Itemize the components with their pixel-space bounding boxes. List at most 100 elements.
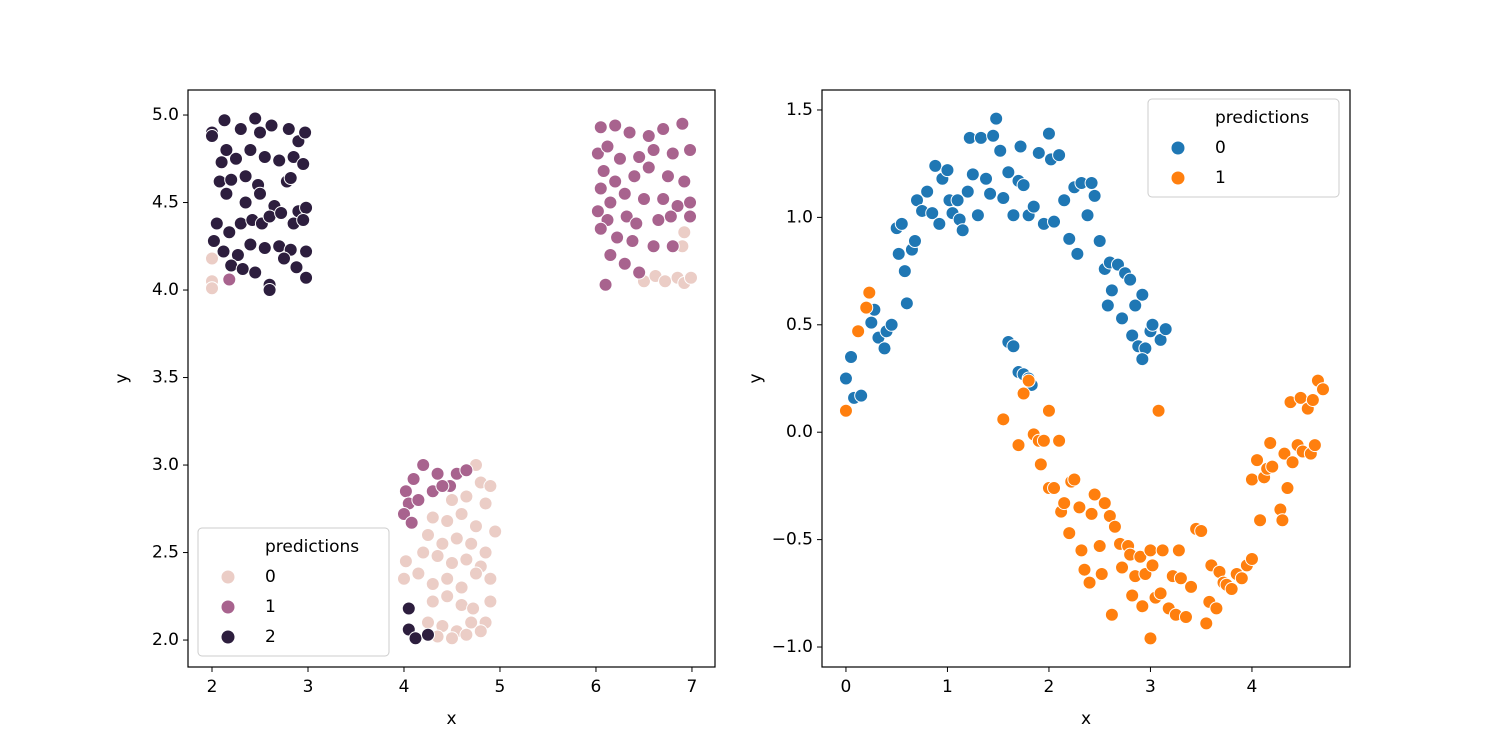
y-tick-label: 4.0: [152, 280, 179, 300]
data-point: [274, 206, 289, 221]
data-point: [216, 244, 231, 259]
data-point: [411, 493, 426, 508]
data-point: [396, 571, 411, 586]
data-point: [401, 601, 416, 616]
data-point: [1036, 433, 1051, 448]
data-point: [1145, 558, 1160, 573]
axes-frame: [187, 89, 716, 668]
data-point: [603, 195, 618, 210]
data-point: [1013, 139, 1028, 154]
legend-marker: [1170, 140, 1186, 156]
data-point: [617, 256, 632, 271]
legend-label: 0: [265, 567, 276, 587]
data-point: [289, 260, 304, 275]
data-point: [1184, 579, 1199, 594]
data-point: [1016, 178, 1031, 193]
data-point: [677, 174, 692, 189]
x-tick-label: 2: [1044, 677, 1055, 697]
data-point: [411, 566, 426, 581]
data-point: [979, 171, 994, 186]
data-point: [252, 186, 267, 201]
data-point: [408, 631, 423, 646]
data-point: [483, 571, 498, 586]
data-point: [598, 277, 613, 292]
data-point: [483, 594, 498, 609]
data-point: [1077, 562, 1092, 577]
x-tick-label: 5: [495, 677, 506, 697]
legend-marker: [1170, 170, 1186, 186]
data-point: [660, 169, 675, 184]
data-point: [1033, 457, 1048, 472]
legend-marker: [220, 569, 236, 585]
data-point: [420, 627, 435, 642]
data-point: [632, 150, 647, 165]
data-point: [884, 317, 899, 332]
data-point: [243, 237, 258, 252]
data-point: [928, 158, 943, 173]
data-point: [1143, 543, 1158, 558]
data-point: [224, 172, 239, 187]
x-tick-label: 7: [687, 677, 698, 697]
data-point: [683, 195, 698, 210]
data-point: [425, 577, 440, 592]
data-point: [1062, 231, 1077, 246]
data-point: [233, 216, 248, 231]
data-point: [440, 589, 455, 604]
data-point: [683, 209, 698, 224]
data-point: [238, 195, 253, 210]
data-point: [209, 216, 224, 231]
y-axis-label: y: [746, 373, 766, 383]
data-point: [1155, 543, 1170, 558]
legend-box: [197, 527, 390, 657]
data-point: [204, 251, 219, 266]
data-point: [1072, 500, 1087, 515]
data-point: [1092, 234, 1107, 249]
data-point: [907, 234, 922, 249]
data-point: [1067, 472, 1082, 487]
data-point: [1171, 543, 1186, 558]
y-tick-label: 0.5: [786, 315, 813, 335]
data-point: [1052, 148, 1067, 163]
data-point: [257, 150, 272, 165]
data-point: [970, 208, 985, 223]
data-point: [276, 251, 291, 266]
data-point: [1133, 549, 1148, 564]
data-point: [404, 515, 419, 530]
data-point: [636, 192, 651, 207]
data-point: [940, 163, 955, 178]
data-point: [1041, 126, 1056, 141]
data-point: [406, 472, 421, 487]
subplot: 0 1 2 3 4 −1.0 −0.5 0.0 0.5 1.0 1.5 x y predictions 0 1: [746, 89, 1351, 729]
y-tick-label: 3.0: [152, 455, 179, 475]
data-point: [257, 241, 272, 256]
data-point: [228, 151, 243, 166]
x-tick-label: 1: [942, 677, 953, 697]
data-point: [222, 225, 237, 240]
data-point: [206, 234, 221, 249]
data-point: [619, 209, 634, 224]
legend-label: 2: [265, 627, 276, 647]
data-point: [468, 519, 483, 534]
data-point: [596, 164, 611, 179]
data-point: [1209, 601, 1224, 616]
data-point: [1052, 433, 1067, 448]
data-point: [1084, 176, 1099, 191]
data-point: [1158, 322, 1173, 337]
data-point: [593, 221, 608, 236]
data-point: [1128, 298, 1143, 313]
data-point: [1016, 386, 1031, 401]
data-point: [1277, 446, 1292, 461]
data-point: [440, 571, 455, 586]
data-point: [993, 143, 1008, 158]
data-point: [488, 524, 503, 539]
data-point: [1115, 311, 1130, 326]
data-point: [233, 122, 248, 137]
data-point: [1026, 199, 1041, 214]
data-point: [1199, 616, 1214, 631]
data-point: [925, 206, 940, 221]
data-point: [1001, 165, 1016, 180]
data-point: [272, 239, 287, 254]
data-point: [1145, 317, 1160, 332]
data-point: [1082, 575, 1097, 590]
data-point: [264, 118, 279, 133]
